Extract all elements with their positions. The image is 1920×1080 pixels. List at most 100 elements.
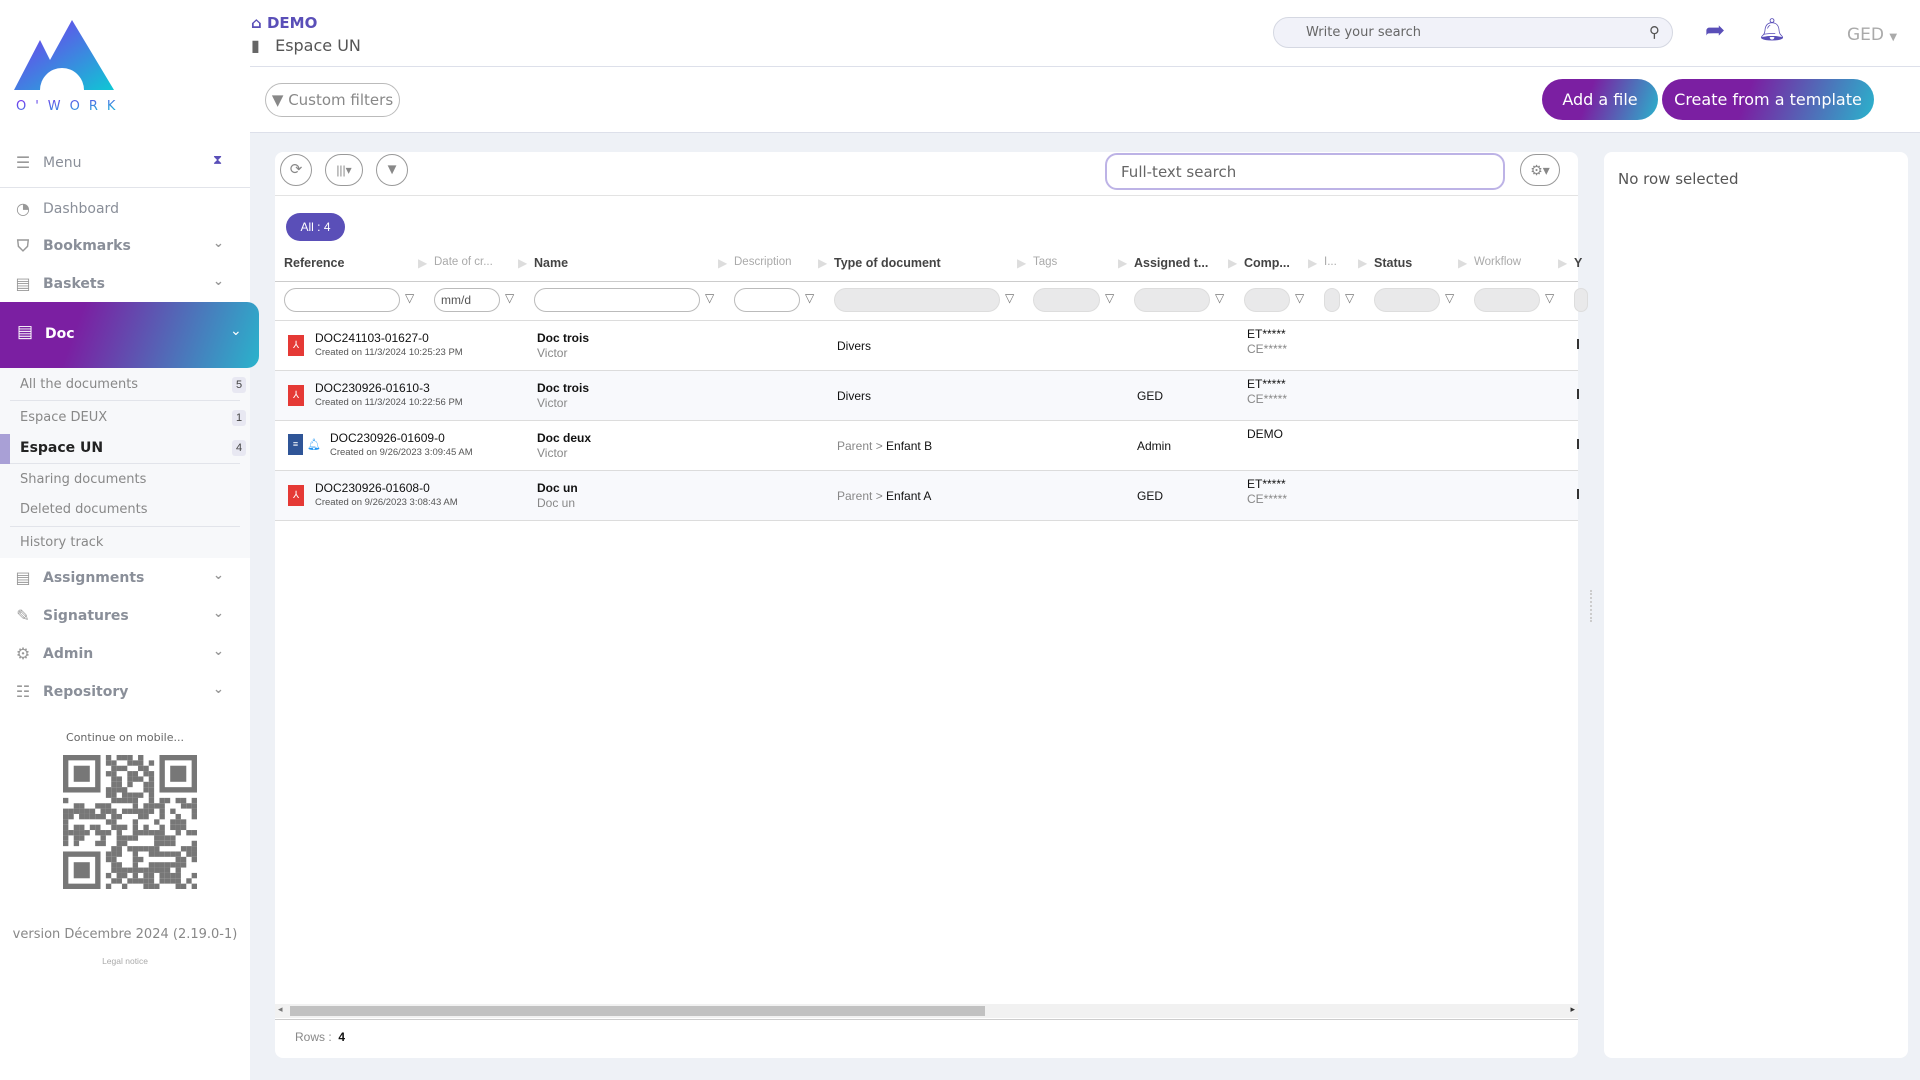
sidebar-item-baskets[interactable]: ▤ Baskets ⌄ (0, 270, 250, 300)
filter-icon: ▼ (384, 161, 400, 178)
filter-icon[interactable]: ▽ (1545, 291, 1555, 305)
submenu-espace-un[interactable]: Espace UN (20, 440, 104, 456)
column-resize-handle[interactable]: ▶ (1558, 256, 1568, 270)
grid-settings-button[interactable]: ⚙▾ (1520, 154, 1560, 186)
document-reference[interactable]: DOC241103-01627-0 (315, 331, 429, 345)
column-header[interactable]: Status (1374, 256, 1413, 270)
refresh-button[interactable]: ⟳ (280, 154, 312, 186)
column-header[interactable]: Description (734, 256, 792, 268)
column-resize-handle[interactable]: ▶ (1458, 256, 1468, 270)
full-text-search-input[interactable]: Full-text search (1105, 153, 1505, 190)
create-from-template-button[interactable]: Create from a template (1662, 79, 1874, 120)
column-resize-handle[interactable]: ▶ (1308, 256, 1318, 270)
document-reference[interactable]: DOC230926-01609-0 (330, 431, 445, 445)
resize-handle[interactable] (1590, 590, 1594, 622)
sidebar-item-dashboard[interactable]: ◔ Dashboard (0, 195, 250, 225)
column-resize-handle[interactable]: ▶ (1017, 256, 1027, 270)
submenu-all-documents[interactable]: All the documents (20, 377, 139, 392)
pin-icon[interactable]: ⧗ (213, 153, 223, 168)
column-filter-input[interactable] (1244, 288, 1290, 312)
filter-icon[interactable]: ▽ (1345, 291, 1355, 305)
filter-icon[interactable]: ▽ (1215, 291, 1225, 305)
column-header[interactable]: Tags (1033, 256, 1058, 268)
legal-notice-link[interactable]: Legal notice (102, 956, 148, 966)
column-resize-handle[interactable]: ▶ (418, 256, 428, 270)
document-name[interactable]: Doc deux (537, 431, 592, 445)
add-file-button[interactable]: Add a file (1542, 79, 1658, 120)
filter-icon[interactable]: ▽ (1105, 291, 1115, 305)
column-header[interactable]: Reference (284, 256, 345, 270)
column-resize-handle[interactable]: ▶ (1358, 256, 1368, 270)
document-name[interactable]: Doc trois (537, 381, 590, 395)
column-header[interactable]: Comp... (1244, 256, 1290, 270)
filter-icon[interactable]: ▽ (1295, 291, 1305, 305)
all-count-pill[interactable]: All : 4 (286, 213, 345, 241)
column-filter-input[interactable] (534, 288, 700, 312)
column-filter-input[interactable] (1474, 288, 1540, 312)
share-icon[interactable]: ➦ (1705, 17, 1726, 44)
column-header[interactable]: Date of cr... (434, 256, 493, 268)
column-header[interactable]: Name (534, 256, 569, 270)
global-search-input[interactable]: Write your search ⚲ (1273, 17, 1673, 48)
filter-icon[interactable]: ▽ (405, 291, 415, 305)
column-resize-handle[interactable]: ▶ (718, 256, 728, 270)
chevron-down-icon: ⌄ (213, 682, 224, 697)
column-resize-handle[interactable]: ▶ (1228, 256, 1238, 270)
filter-icon[interactable]: ▽ (705, 291, 715, 305)
filter-toggle-button[interactable]: ▼ (376, 154, 408, 186)
column-filter-input[interactable] (734, 288, 800, 312)
column-filter-input[interactable] (834, 288, 1000, 312)
scroll-left-icon[interactable]: ◂ (278, 1004, 283, 1014)
date-filter-input[interactable]: mm/d (434, 288, 500, 312)
horizontal-scrollbar[interactable]: ◂ ▸ (275, 1004, 1578, 1018)
submenu-espace-deux[interactable]: Espace DEUX (20, 410, 108, 425)
sidebar-item-bookmarks[interactable]: ⛉ Bookmarks ⌄ (0, 232, 250, 262)
filter-icon[interactable]: ▽ (805, 291, 815, 305)
filter-icon[interactable]: ▽ (1445, 291, 1455, 305)
filter-icon[interactable]: ▽ (505, 291, 515, 305)
table-row[interactable] (275, 471, 1578, 520)
custom-filters-button[interactable]: ▼ Custom filters (265, 83, 400, 117)
column-filter-input[interactable] (1374, 288, 1440, 312)
column-filter-input[interactable] (1574, 288, 1588, 312)
sidebar-item-admin[interactable]: ⚙ Admin ⌄ (0, 640, 250, 670)
column-resize-handle[interactable]: ▶ (518, 256, 528, 270)
menu-toggle[interactable]: ☰ Menu ⧗ (0, 149, 250, 179)
scroll-right-icon[interactable]: ▸ (1570, 1004, 1575, 1014)
sidebar-item-label: Doc (45, 326, 75, 342)
user-menu[interactable]: GED ▼ (1847, 25, 1897, 45)
column-filter-input[interactable] (1134, 288, 1210, 312)
column-header[interactable]: Type of document (834, 256, 941, 270)
document-reference[interactable]: DOC230926-01610-3 (315, 381, 430, 395)
column-filter-input[interactable] (284, 288, 400, 312)
breadcrumb-home[interactable]: ⌂ DEMO (251, 14, 317, 32)
column-header[interactable]: Workflow (1474, 256, 1522, 268)
column-header[interactable]: Y (1574, 256, 1583, 270)
submenu-sharing-documents[interactable]: Sharing documents (20, 472, 147, 487)
document-name[interactable]: Doc un (537, 481, 578, 495)
document-reference[interactable]: DOC230926-01608-0 (315, 481, 430, 495)
submenu-history-track[interactable]: History track (20, 535, 104, 550)
truncated-column-cell (1577, 439, 1579, 449)
sidebar-item-doc[interactable]: ▤ Doc ⌄ (0, 302, 259, 368)
columns-button[interactable]: |||▾ (325, 154, 363, 186)
submenu-deleted-documents[interactable]: Deleted documents (20, 502, 148, 517)
search-icon[interactable]: ⚲ (1649, 23, 1660, 41)
column-resize-handle[interactable]: ▶ (818, 256, 828, 270)
document-type: Divers (837, 339, 871, 353)
bell-icon[interactable]: 🔔︎ (1758, 17, 1786, 42)
column-filter-input[interactable] (1324, 288, 1340, 312)
column-header[interactable]: Assigned t... (1134, 256, 1209, 270)
column-filter-input[interactable] (1033, 288, 1100, 312)
sidebar-item-signatures[interactable]: ✎ Signatures ⌄ (0, 602, 250, 632)
header-divider (250, 66, 1920, 67)
filter-icon[interactable]: ▽ (1005, 291, 1015, 305)
user-menu-label: GED (1847, 25, 1885, 45)
column-header[interactable]: I... (1324, 256, 1337, 268)
column-resize-handle[interactable]: ▶ (1118, 256, 1128, 270)
scrollbar-thumb[interactable] (290, 1006, 985, 1016)
sidebar-item-assignments[interactable]: ▤ Assignments ⌄ (0, 564, 250, 594)
table-row[interactable] (275, 371, 1578, 420)
sidebar-item-repository[interactable]: ☷ Repository ⌄ (0, 678, 250, 708)
document-name[interactable]: Doc trois (537, 331, 590, 345)
